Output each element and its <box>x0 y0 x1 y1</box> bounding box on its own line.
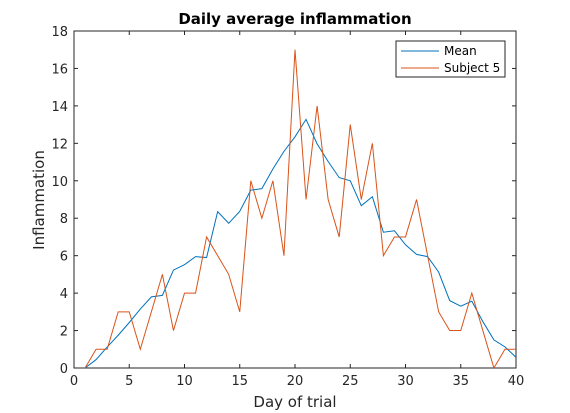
x-tick-label: 20 <box>287 374 304 389</box>
chart-title: Daily average inflammation <box>178 10 411 28</box>
y-tick-label: 8 <box>60 212 68 227</box>
y-tick-label: 18 <box>51 25 68 40</box>
axis-ticks: 0 5 10 15 20 25 30 35 40 0 2 4 6 8 10 12 14 16 18 <box>51 25 524 389</box>
series-layer <box>84 49 517 370</box>
y-tick-label: 12 <box>51 137 68 152</box>
x-tick-label: 0 <box>70 374 78 389</box>
y-tick-label: 6 <box>60 250 68 265</box>
legend-label-subject-5: Subject 5 <box>444 61 500 75</box>
x-tick-label: 25 <box>342 374 359 389</box>
x-axis-label: Day of trial <box>253 393 336 411</box>
x-tick-label: 5 <box>125 374 133 389</box>
y-tick-label: 10 <box>51 175 68 190</box>
x-tick-label: 30 <box>397 374 414 389</box>
x-tick-label: 15 <box>231 374 248 389</box>
y-tick-label: 4 <box>60 287 68 302</box>
y-tick-label: 0 <box>60 362 68 377</box>
plot-area <box>73 30 517 369</box>
legend-label-mean: Mean <box>444 44 477 58</box>
x-tick-label: 40 <box>508 374 525 389</box>
legend: Mean Subject 5 <box>395 40 506 78</box>
y-tick-label: 14 <box>51 100 68 115</box>
legend-box <box>395 40 506 78</box>
y-tick-label: 16 <box>51 62 68 77</box>
x-tick-label: 35 <box>452 374 469 389</box>
y-axis-label: Inflammation <box>30 150 48 250</box>
y-tick-label: 2 <box>60 325 68 340</box>
series-line-subject-5 <box>84 49 516 370</box>
x-tick-label: 10 <box>176 374 193 389</box>
